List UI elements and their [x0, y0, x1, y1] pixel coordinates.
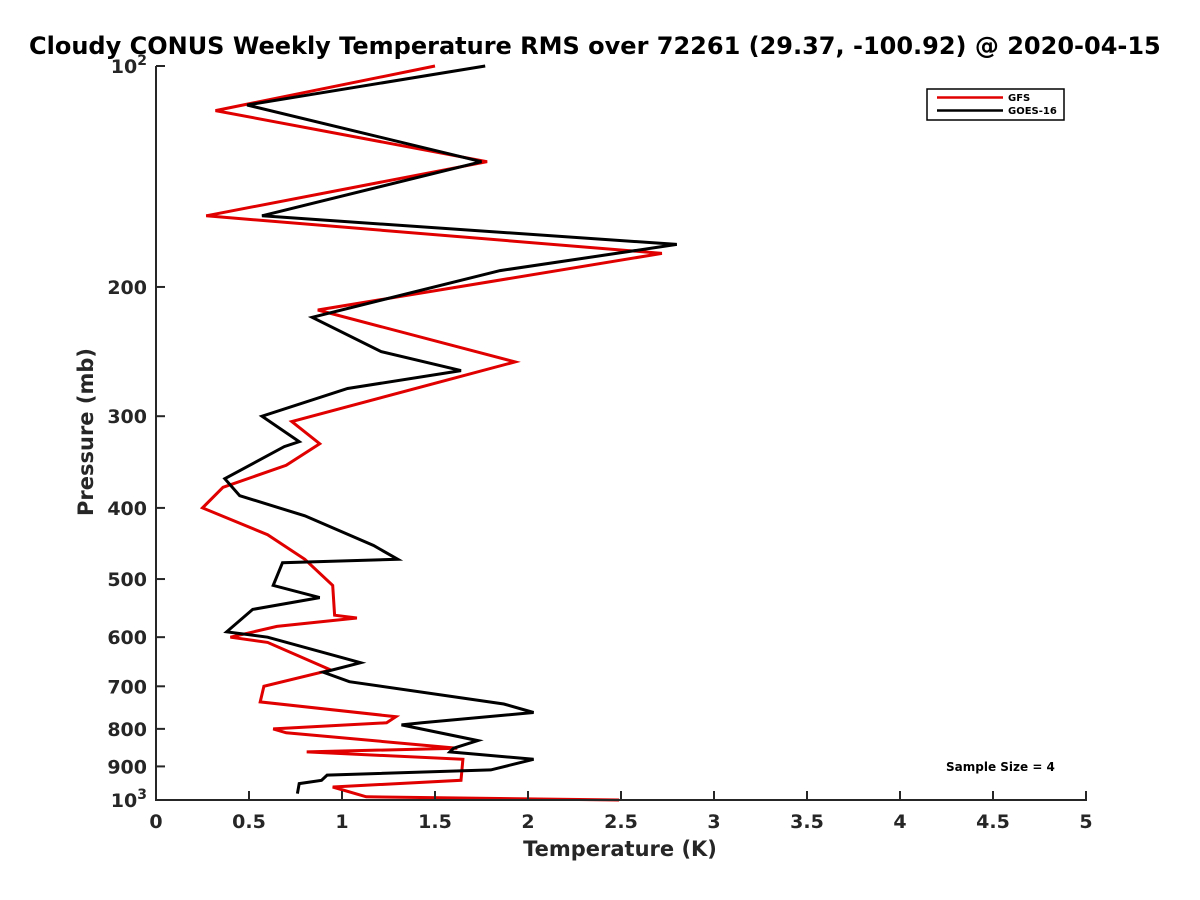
y-axis-label: Pressure (mb) — [74, 348, 98, 516]
x-tick-label: 1 — [335, 811, 348, 833]
x-tick-label: 0 — [149, 811, 162, 833]
y-tick-label: 400 — [107, 498, 147, 520]
legend: GFS GOES-16 — [926, 88, 1065, 121]
y-tick-label: 900 — [107, 756, 147, 778]
x-tick-label: 3.5 — [790, 811, 824, 833]
series-line-gfs — [199, 64, 663, 802]
legend-label-gfs: GFS — [1008, 93, 1030, 104]
ticks: 0 0.5 1 1.5 2 2.5 3 3.5 4 4.5 5 102 200 300 400 500 600 7… — [107, 53, 1092, 833]
y-tick-label: 200 — [107, 277, 147, 299]
x-tick-label: 5 — [1079, 811, 1092, 833]
x-tick-label: 4 — [893, 811, 906, 833]
y-tick-label: 500 — [107, 569, 147, 591]
legend-box — [926, 88, 1065, 121]
series-line-goes16 — [222, 64, 678, 794]
y-tick-label: 103 — [111, 787, 147, 812]
chart-title: Cloudy CONUS Weekly Temperature RMS over… — [29, 32, 1161, 60]
x-tick-label: 2.5 — [604, 811, 638, 833]
x-tick-label: 2 — [521, 811, 534, 833]
x-tick-label: 1.5 — [418, 811, 452, 833]
y-tick-label: 300 — [107, 406, 147, 428]
axes — [155, 66, 1087, 801]
x-tick-label: 3 — [707, 811, 720, 833]
y-tick-label: 800 — [107, 719, 147, 741]
y-tick-label: 102 — [111, 53, 147, 78]
y-tick-label: 600 — [107, 627, 147, 649]
x-axis-label: Temperature (K) — [523, 837, 717, 861]
y-tick-label: 700 — [107, 676, 147, 698]
plot-lines — [199, 64, 678, 802]
legend-label-goes16: GOES-16 — [1008, 106, 1057, 117]
sample-size-annotation: Sample Size = 4 — [946, 760, 1055, 774]
x-tick-label: 4.5 — [976, 811, 1010, 833]
x-tick-label: 0.5 — [232, 811, 266, 833]
